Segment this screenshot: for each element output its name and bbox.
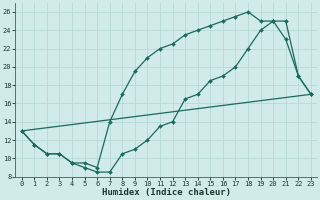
- X-axis label: Humidex (Indice chaleur): Humidex (Indice chaleur): [102, 188, 231, 197]
